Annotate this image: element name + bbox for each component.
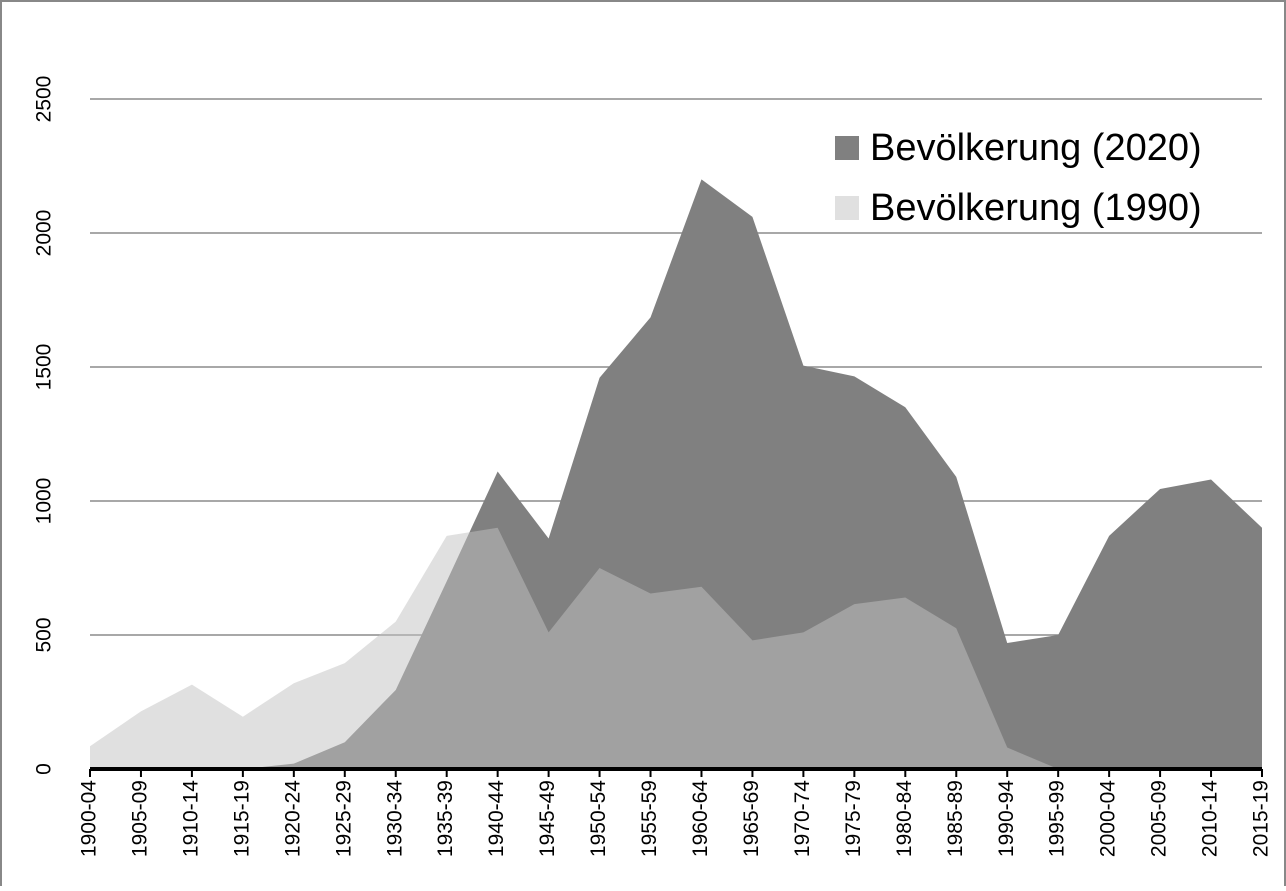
x-tick-label: 2015-19: [1250, 780, 1273, 857]
x-tick-label: 1925-29: [332, 780, 355, 857]
legend-label: Bevölkerung (1990): [870, 187, 1202, 229]
x-tick-label: 1950-54: [587, 780, 610, 857]
x-tick-label: 1985-89: [944, 780, 967, 857]
x-tick-label: 1960-64: [689, 780, 712, 857]
x-tick-label: 1995-99: [1046, 780, 1069, 857]
x-tick-label: 1930-34: [383, 780, 406, 857]
x-tick-label: 1910-14: [179, 780, 202, 857]
x-tick-label: 2005-09: [1148, 780, 1171, 857]
x-tick-label: 1920-24: [281, 780, 304, 857]
legend-label: Bevölkerung (2020): [870, 127, 1202, 169]
x-tick-label: 2010-14: [1199, 780, 1222, 857]
legend-swatch: [835, 136, 859, 160]
y-tick-label: 2000: [33, 210, 56, 257]
x-tick-label: 1945-49: [536, 780, 559, 857]
x-tick-label: 1905-09: [129, 780, 152, 857]
x-tick-label: 1900-04: [78, 780, 101, 857]
x-tick-label: 1975-79: [842, 780, 865, 857]
x-tick-label: 1965-69: [740, 780, 763, 857]
x-tick-label: 1980-84: [893, 780, 916, 857]
x-tick-label: 1935-39: [434, 780, 457, 857]
x-tick-label: 1990-94: [995, 780, 1018, 857]
area: [90, 179, 1262, 769]
y-tick-label: 1000: [33, 478, 56, 525]
y-tick-label: 500: [33, 617, 56, 652]
y-tick-label: 0: [33, 763, 56, 775]
x-tick-label: 1940-44: [485, 780, 508, 857]
x-tick-label: 1970-74: [791, 780, 814, 857]
area: [90, 527, 1059, 769]
x-tick-label: 1915-19: [230, 780, 253, 857]
y-tick-label: 1500: [33, 344, 56, 391]
legend-swatch: [835, 196, 859, 220]
y-tick-label: 2500: [33, 76, 56, 123]
x-tick-label: 2000-04: [1097, 780, 1120, 857]
x-tick-label: 1955-59: [638, 780, 661, 857]
